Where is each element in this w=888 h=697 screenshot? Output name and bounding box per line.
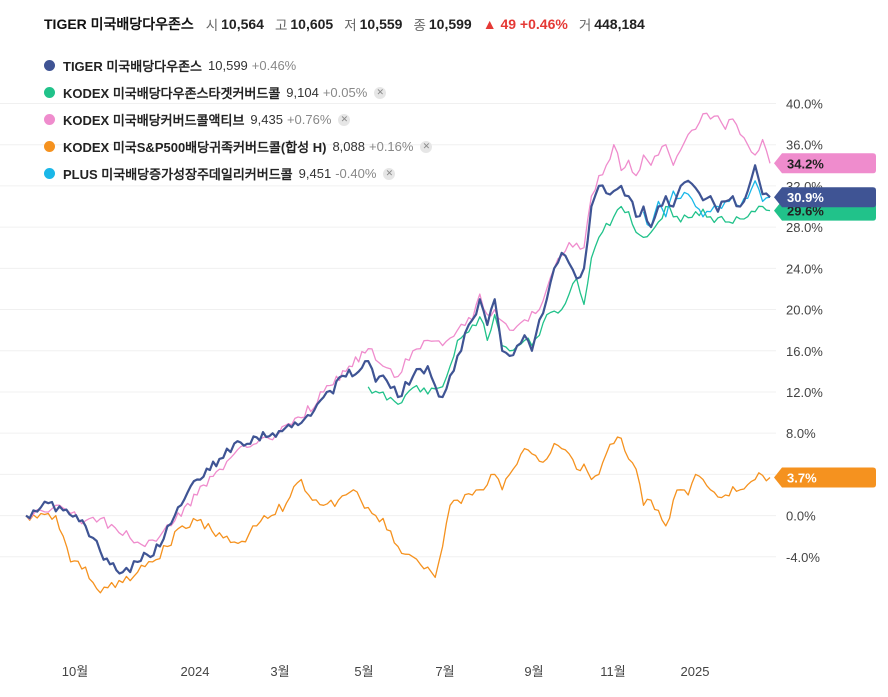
open-label: 시 — [205, 18, 219, 33]
x-tick-label: 2025 — [681, 664, 710, 679]
legend-series-change: +0.05% — [322, 85, 368, 100]
quote-header: TIGER 미국배당다우존스 시 10,564 고 10,605 저 10,55… — [44, 13, 656, 35]
end-value-label: 30.9% — [787, 190, 824, 205]
legend-series-name: KODEX 미국배당다우존스타겟커버드콜 — [63, 86, 281, 101]
volume-label: 거 — [578, 18, 592, 33]
legend-series-value: 10,599 — [208, 58, 248, 73]
x-tick-label: 9월 — [524, 664, 543, 679]
legend-series-name: KODEX 미국S&P500배당귀족커버드콜(합성 H) — [63, 140, 327, 155]
x-tick-label: 7월 — [435, 664, 454, 679]
series-line[interactable] — [25, 112, 771, 548]
open-price: 10,564 — [221, 16, 264, 32]
end-value-tag-shape — [774, 153, 876, 174]
legend-series-name: PLUS 미국배당증가성장주데일리커버드콜 — [63, 167, 293, 182]
remove-series-close-icon[interactable]: ✕ — [338, 113, 351, 126]
stock-name: TIGER 미국배당다우존스 — [44, 16, 194, 32]
legend-series-value: 9,104 — [286, 85, 319, 100]
legend-item[interactable]: TIGER 미국배당다우존스 10,599 +0.46% — [44, 52, 432, 79]
y-tick-label: -4.0% — [786, 550, 820, 565]
legend-series-value: 9,435 — [250, 112, 283, 127]
low-label: 저 — [344, 18, 357, 33]
legend-series-change: -0.40% — [335, 166, 377, 181]
series-end-value-tag: 30.9% — [774, 187, 876, 208]
legend-series-value: 9,451 — [298, 166, 332, 181]
y-tick-label: 24.0% — [786, 261, 823, 276]
close-price: 10,599 — [428, 16, 472, 32]
series-line[interactable] — [25, 164, 771, 575]
end-value-tag-shape — [774, 467, 876, 488]
legend-item[interactable]: PLUS 미국배당증가성장주데일리커버드콜 9,451 -0.40% ✕ — [44, 160, 432, 187]
y-tick-label: 12.0% — [786, 385, 823, 400]
remove-series-close-icon[interactable]: ✕ — [374, 86, 387, 99]
y-tick-label: 8.0% — [786, 426, 816, 441]
y-tick-label: 40.0% — [786, 97, 823, 112]
legend-color-dot — [44, 168, 55, 179]
legend-item[interactable]: KODEX 미국배당다우존스타겟커버드콜 9,104 +0.05% ✕ — [44, 79, 432, 106]
legend-color-dot — [44, 60, 55, 71]
close-label: 종 — [413, 18, 426, 33]
series-line[interactable] — [642, 180, 771, 228]
end-value-tag-shape — [774, 187, 876, 208]
high-price: 10,605 — [290, 16, 334, 32]
legend-series-value: 8,088 — [332, 139, 365, 154]
x-tick-label: 5월 — [354, 664, 373, 679]
y-tick-label: 0.0% — [786, 509, 816, 524]
legend-color-dot — [44, 114, 55, 125]
legend-item[interactable]: KODEX 미국S&P500배당귀족커버드콜(합성 H) 8,088 +0.16% ✕ — [44, 133, 433, 160]
legend-item[interactable]: KODEX 미국배당커버드콜액티브 9,435 +0.76% ✕ — [44, 106, 432, 133]
legend-series-name: TIGER 미국배당다우존스 — [63, 59, 203, 74]
low-price: 10,559 — [359, 16, 403, 32]
series-line[interactable] — [367, 205, 771, 405]
legend-series-change: +0.76% — [286, 112, 332, 127]
series-line[interactable] — [25, 436, 771, 594]
high-label: 고 — [274, 18, 288, 33]
x-tick-label: 3월 — [270, 664, 289, 679]
y-tick-label: 20.0% — [786, 303, 823, 318]
remove-series-close-icon[interactable]: ✕ — [383, 167, 396, 180]
legend-color-dot — [44, 141, 55, 152]
x-tick-label: 10월 — [62, 664, 88, 679]
legend-series-name: KODEX 미국배당커버드콜액티브 — [63, 113, 245, 128]
series-end-value-tag: 34.2% — [774, 153, 876, 174]
legend-color-dot — [44, 87, 55, 98]
legend-series-change: +0.16% — [369, 139, 414, 154]
x-tick-label: 11월 — [600, 664, 625, 679]
end-value-label: 3.7% — [787, 470, 817, 485]
price-change: ▲ 49 +0.46% — [482, 16, 568, 32]
x-tick-label: 2024 — [181, 664, 210, 679]
series-end-value-tag: 3.7% — [774, 467, 876, 488]
volume: 448,184 — [594, 16, 645, 32]
y-tick-label: 36.0% — [786, 138, 823, 153]
remove-series-close-icon[interactable]: ✕ — [420, 140, 433, 153]
end-value-label: 34.2% — [787, 156, 824, 171]
y-tick-label: 28.0% — [786, 220, 823, 235]
legend-series-change: +0.46% — [251, 58, 297, 73]
end-value-label: 29.6% — [787, 204, 824, 219]
y-tick-label: 16.0% — [786, 344, 823, 359]
chart-legend: TIGER 미국배당다우존스 10,599 +0.46% KODEX 미국배당다우존스… — [44, 52, 433, 187]
